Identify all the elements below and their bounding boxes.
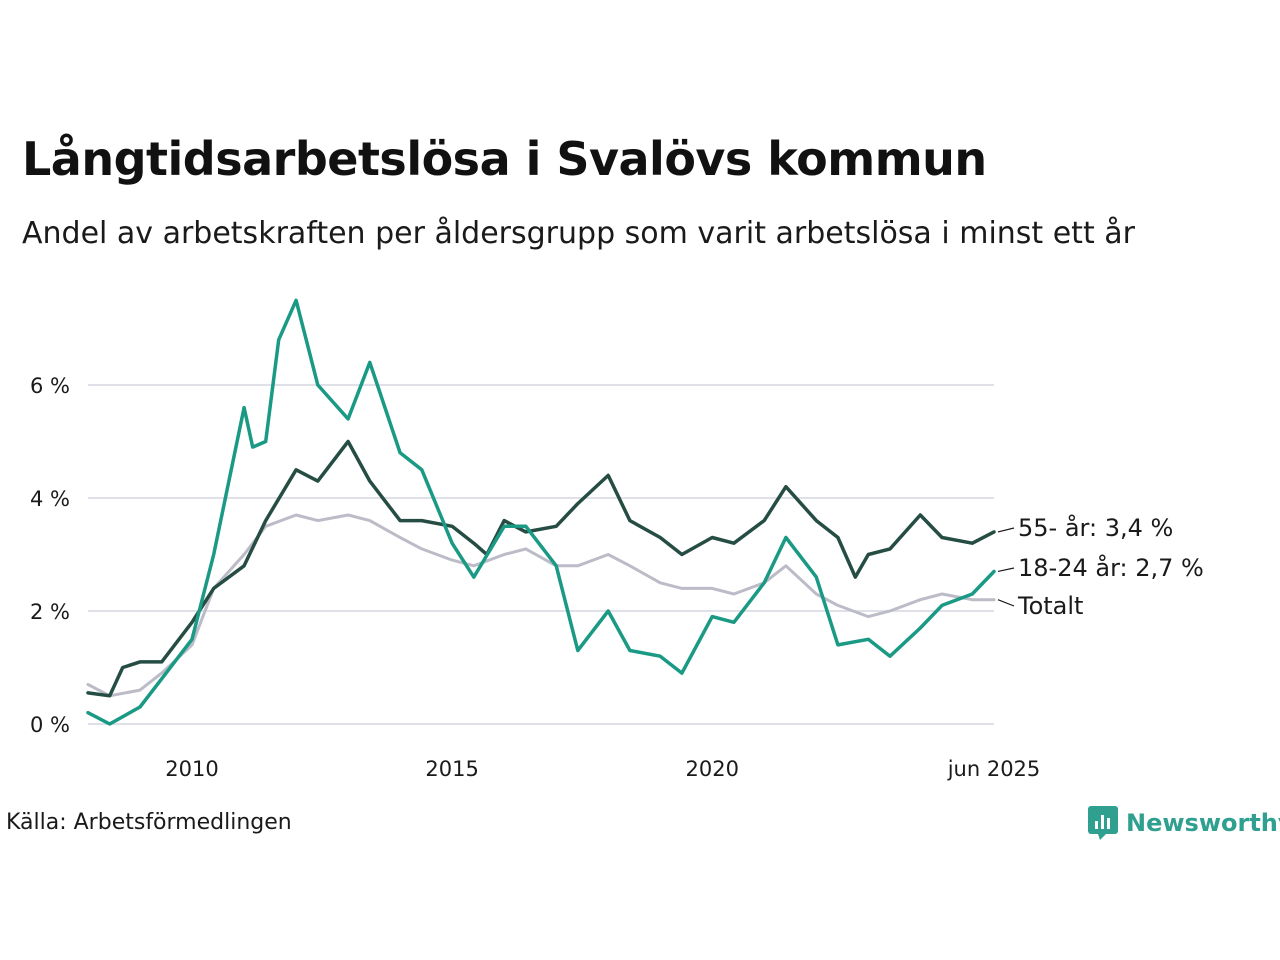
chart-subtitle: Andel av arbetskraften per åldersgrupp s… xyxy=(22,216,1135,251)
x-axis: 2010 2015 2020 jun 2025 xyxy=(165,757,1040,781)
end-label-old: 55- år: 3,4 % xyxy=(1018,513,1173,542)
end-labels: 55- år: 3,4 % 18-24 år: 2,7 % Totalt xyxy=(997,513,1204,620)
end-label-leader-total xyxy=(997,599,1015,607)
y-tick-label: 6 % xyxy=(30,374,70,398)
x-tick-label: 2015 xyxy=(425,757,478,781)
end-label-leader-old xyxy=(997,527,1015,533)
end-label-total: Totalt xyxy=(1017,592,1083,620)
x-tick-label: jun 2025 xyxy=(947,757,1041,781)
series-group xyxy=(86,298,996,726)
series-line-total xyxy=(86,513,996,698)
x-tick-label: 2020 xyxy=(686,757,739,781)
series-line-young xyxy=(86,298,996,726)
grid-lines xyxy=(88,384,994,725)
chart-title: Långtidsarbetslösa i Svalövs kommun xyxy=(22,132,987,186)
newsworthy-logo-text: Newsworthy xyxy=(1126,809,1280,837)
end-label-young: 18-24 år: 2,7 % xyxy=(1018,553,1204,582)
y-axis: 0 % 2 % 4 % 6 % xyxy=(30,374,70,737)
series-line-old xyxy=(86,439,996,698)
y-tick-label: 0 % xyxy=(30,713,70,737)
y-tick-label: 2 % xyxy=(30,600,70,624)
x-tick-label: 2010 xyxy=(165,757,218,781)
newsworthy-logo-icon xyxy=(1088,806,1118,840)
end-label-leader-young xyxy=(997,567,1015,573)
newsworthy-logo: Newsworthy xyxy=(1088,804,1280,842)
source-note: Källa: Arbetsförmedlingen xyxy=(6,810,292,835)
y-tick-label: 4 % xyxy=(30,487,70,511)
